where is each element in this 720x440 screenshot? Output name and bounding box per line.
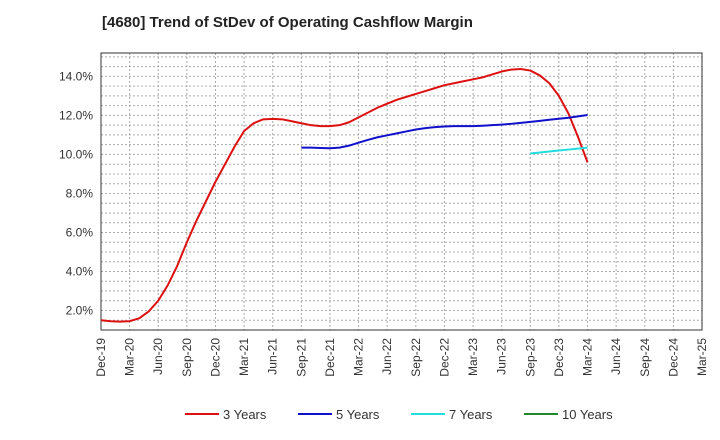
y-tick-label: 2.0% [66,303,94,317]
x-tick-label: Sep-22 [409,338,423,377]
y-tick-label: 10.0% [59,147,93,161]
series-line-5-years [301,114,588,150]
x-tick-label: Mar-22 [352,338,366,376]
x-tick-label: Mar-21 [237,338,251,376]
legend-label: 10 Years [562,407,613,422]
series-line-7-years [530,146,588,155]
x-tick-label: Dec-22 [437,338,451,377]
x-tick-label: Sep-24 [638,338,652,377]
y-tick-label: 8.0% [66,186,94,200]
plot-area [101,53,702,330]
axis-layer: 2.0% 4.0% 6.0% 8.0% 10.0% 12.0% 14.0% Dec-19 Mar… [59,52,709,377]
plot-frame [100,52,703,331]
x-tick-label: Mar-23 [466,338,480,376]
legend-label: 5 Years [336,407,380,422]
x-tick-label: Sep-20 [180,338,194,377]
x-tick-label: Dec-24 [666,338,680,377]
x-tick-label: Sep-21 [294,338,308,377]
x-tick-label: Mar-20 [123,338,137,376]
x-tick-label: Mar-24 [581,338,595,376]
series-line-3-years [100,68,589,323]
series-layer [100,68,589,323]
x-tick-label: Jun-21 [266,338,280,375]
x-tick-label: Jun-22 [380,338,394,375]
x-tick-label: Jun-24 [609,338,623,375]
x-tick-label: Jun-23 [495,338,509,375]
y-tick-label: 4.0% [66,264,94,278]
x-tick-label: Dec-20 [208,338,222,377]
grid-layer [100,53,703,331]
x-tick-label: Sep-23 [523,338,537,377]
y-tick-label: 6.0% [66,225,94,239]
x-tick-label: Dec-21 [323,338,337,377]
y-tick-label: 12.0% [59,108,93,122]
chart-title: [4680] Trend of StDev of Operating Cashf… [102,14,473,31]
legend-label: 3 Years [223,407,267,422]
x-tick-label: Dec-19 [94,338,108,377]
y-tick-label: 14.0% [59,69,93,83]
legend-layer: 3 Years 5 Years 7 Years 10 Years [185,407,613,422]
x-tick-label: Dec-23 [552,338,566,377]
x-tick-label: Jun-20 [151,338,165,375]
legend-label: 7 Years [449,407,493,422]
x-tick-label: Mar-25 [695,338,709,376]
